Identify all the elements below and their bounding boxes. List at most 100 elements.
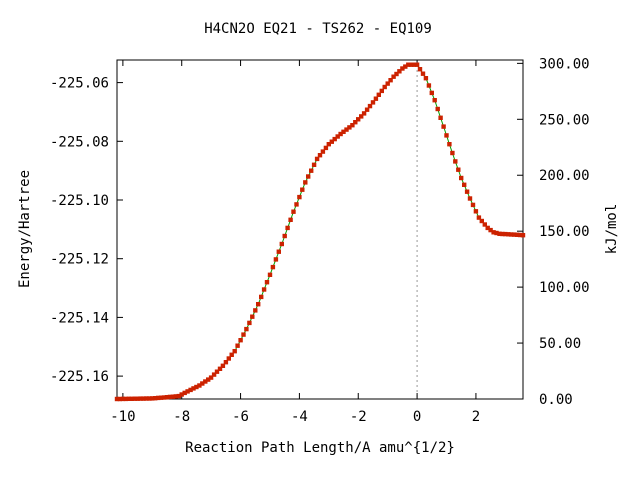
data-point <box>397 69 402 74</box>
data-point <box>370 100 376 105</box>
data-point <box>114 396 120 402</box>
data-point <box>247 320 252 326</box>
data-point <box>320 149 326 154</box>
data-point <box>462 182 467 187</box>
data-point <box>188 387 193 393</box>
data-point <box>494 230 499 236</box>
y2-tick-label: 100.00 <box>539 280 590 296</box>
data-point <box>223 360 229 365</box>
data-point <box>182 390 187 396</box>
data-point <box>300 187 305 192</box>
data-point <box>400 66 405 71</box>
data-point <box>488 227 493 233</box>
data-point <box>291 209 296 214</box>
data-point <box>417 67 423 72</box>
data-point <box>497 231 502 236</box>
data-point <box>456 167 461 172</box>
data-point <box>123 396 128 402</box>
y-tick-label: -225.08 <box>50 134 109 150</box>
data-point <box>259 294 264 300</box>
data-point <box>217 366 223 371</box>
data-point <box>512 232 517 237</box>
data-point <box>185 389 190 394</box>
data-point <box>376 92 381 97</box>
data-point <box>250 314 255 319</box>
data-point <box>506 232 511 237</box>
data-point <box>411 62 417 67</box>
data-point <box>167 394 173 400</box>
data-point <box>329 139 334 144</box>
data-point <box>356 117 361 122</box>
data-point <box>226 356 231 361</box>
y2-tick-label: 300.00 <box>539 56 590 72</box>
data-point <box>220 363 226 368</box>
data-point <box>364 107 370 112</box>
y2-axis-ticks: 0.00 50.00 100.00 150.00 200.00 250.00 300.00 <box>517 56 590 408</box>
data-point <box>444 133 449 138</box>
data-point <box>132 396 137 401</box>
data-point <box>256 302 261 307</box>
x-tick-label: -4 <box>291 409 308 425</box>
data-point <box>161 395 167 400</box>
data-point <box>235 343 240 348</box>
data-point <box>464 189 470 194</box>
data-point <box>388 78 393 83</box>
data-point <box>341 129 346 134</box>
data-point <box>267 272 273 277</box>
x-tick-label: -10 <box>110 409 135 425</box>
x-axis-ticks: -10 -8 -6 -4 -2 0 2 <box>110 60 480 425</box>
data-point <box>297 194 302 200</box>
data-point <box>156 395 161 401</box>
data-point <box>191 386 196 391</box>
chart-title: H4CN2O EQ21 - TS262 - EQ109 <box>204 21 432 37</box>
data-point <box>385 81 390 86</box>
data-point <box>350 123 355 128</box>
data-point <box>514 232 520 237</box>
data-point <box>503 231 508 237</box>
data-point <box>176 393 181 399</box>
data-point <box>409 62 414 67</box>
data-point <box>273 257 279 262</box>
data-point <box>317 153 323 158</box>
data-point <box>470 202 476 208</box>
data-point <box>147 396 152 401</box>
data-point <box>473 209 479 214</box>
data-point <box>170 394 176 399</box>
data-point <box>426 83 432 88</box>
data-point <box>153 396 158 401</box>
y-tick-label: -225.14 <box>50 310 109 326</box>
y-axis-ticks: -225.06 -225.08 -225.10 -225.12 -225.14 -225.… <box>50 76 123 385</box>
data-point <box>282 233 287 239</box>
x-tick-label: -6 <box>232 409 249 425</box>
data-point <box>117 396 123 402</box>
data-point <box>520 233 526 238</box>
x-tick-label: -2 <box>350 409 367 425</box>
data-point <box>438 115 443 120</box>
data-point <box>423 76 429 81</box>
y-tick-label: -225.10 <box>50 193 109 209</box>
data-point <box>326 142 331 147</box>
data-point <box>323 145 329 151</box>
plot-frame <box>116 59 524 400</box>
data-point <box>179 392 184 397</box>
data-point <box>311 162 317 167</box>
data-point <box>244 326 249 332</box>
data-point <box>394 71 399 77</box>
data-point <box>391 74 396 79</box>
data-point <box>288 217 293 222</box>
data-point <box>285 225 290 231</box>
data-point <box>276 249 281 254</box>
data-point <box>232 349 237 354</box>
data-point <box>482 222 487 227</box>
data-point <box>241 332 246 337</box>
data-point <box>441 124 446 129</box>
data-point <box>314 156 320 162</box>
y-tick-label: -225.12 <box>50 252 109 268</box>
data-point <box>353 120 358 125</box>
data-point <box>197 383 202 388</box>
data-point <box>509 232 514 237</box>
data-point <box>173 394 178 399</box>
data-point <box>138 396 143 401</box>
data-point <box>485 225 490 231</box>
data-point <box>206 377 211 382</box>
